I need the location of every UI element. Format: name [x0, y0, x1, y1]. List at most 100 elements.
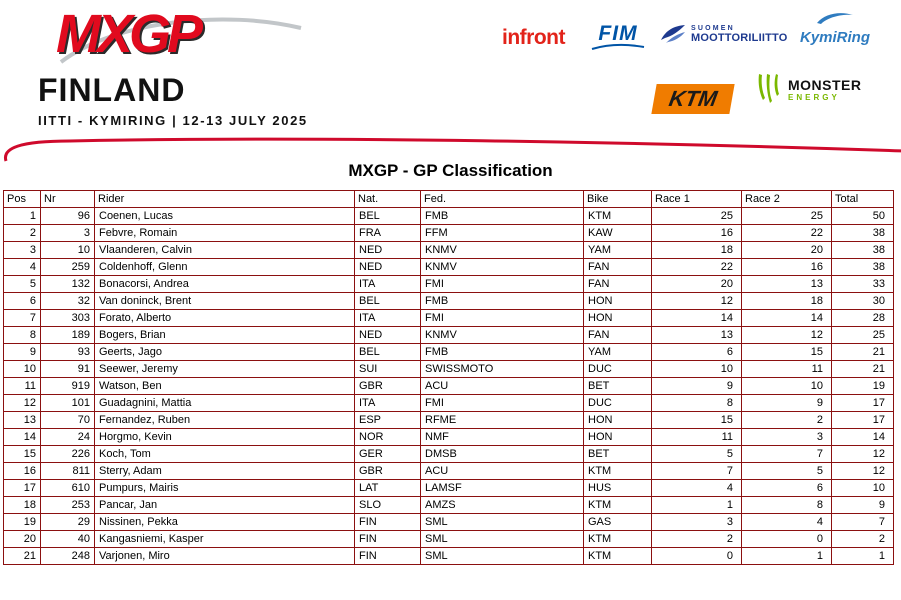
- table-row: 4 259 Coldenhoff, Glenn NED KNMV FAN 22 16 38: [3, 258, 894, 276]
- moottoriliitto-wing-icon: [661, 25, 685, 43]
- cell-race2: 8: [741, 496, 832, 514]
- cell-rider: Sterry, Adam: [94, 462, 355, 480]
- cell-total: 38: [831, 258, 894, 276]
- column-header-rider: Rider: [94, 190, 355, 208]
- column-header-fed: Fed.: [420, 190, 584, 208]
- cell-bike: KTM: [583, 207, 652, 225]
- cell-rider: Varjonen, Miro: [94, 547, 355, 565]
- event-name: FINLAND: [38, 72, 186, 108]
- cell-rider: Geerts, Jago: [94, 343, 355, 361]
- cell-bike: YAM: [583, 241, 652, 259]
- cell-race1: 0: [651, 547, 742, 565]
- table-row: 20 40 Kangasniemi, Kasper FIN SML KTM 2 0 2: [3, 530, 894, 548]
- cell-nr: 610: [40, 479, 95, 497]
- moottoriliitto-text: SUOMEN MOOTTORILIITTO: [691, 25, 788, 44]
- kymiring-logo-text: KymiRing: [799, 29, 870, 46]
- cell-fed: SML: [420, 530, 584, 548]
- cell-total: 10: [831, 479, 894, 497]
- cell-nr: 189: [40, 326, 95, 344]
- table-row: 5 132 Bonacorsi, Andrea ITA FMI FAN 20 13 33: [3, 275, 894, 293]
- mxgp-logo-swirl: [59, 17, 302, 64]
- column-header-race1: Race 1: [651, 190, 742, 208]
- cell-rider: Van doninck, Brent: [94, 292, 355, 310]
- cell-race1: 12: [651, 292, 742, 310]
- page-title: MXGP - GP Classification: [348, 161, 553, 180]
- cell-pos: 9: [3, 343, 41, 361]
- cell-pos: 1: [3, 207, 41, 225]
- table-row: 11 919 Watson, Ben GBR ACU BET 9 10 19: [3, 377, 894, 395]
- cell-bike: YAM: [583, 343, 652, 361]
- fim-logo-text: FIM: [598, 22, 638, 45]
- cell-race2: 13: [741, 275, 832, 293]
- cell-total: 38: [831, 241, 894, 259]
- cell-pos: 12: [3, 394, 41, 412]
- cell-nr: 10: [40, 241, 95, 259]
- cell-fed: FMB: [420, 343, 584, 361]
- table-row: 17 610 Pumpurs, Mairis LAT LAMSF HUS 4 6 10: [3, 479, 894, 497]
- cell-total: 9: [831, 496, 894, 514]
- cell-race2: 0: [741, 530, 832, 548]
- table-row: 15 226 Koch, Tom GER DMSB BET 5 7 12: [3, 445, 894, 463]
- cell-bike: HON: [583, 292, 652, 310]
- cell-race1: 22: [651, 258, 742, 276]
- cell-race1: 25: [651, 207, 742, 225]
- cell-race2: 11: [741, 360, 832, 378]
- ktm-logo: KTM: [651, 84, 735, 114]
- cell-bike: KTM: [583, 530, 652, 548]
- cell-total: 17: [831, 411, 894, 429]
- cell-total: 50: [831, 207, 894, 225]
- cell-pos: 10: [3, 360, 41, 378]
- table-row: 1 96 Coenen, Lucas BEL FMB KTM 25 25 50: [3, 207, 894, 225]
- cell-total: 12: [831, 445, 894, 463]
- cell-fed: ACU: [420, 377, 584, 395]
- table-header-row: Pos Nr Rider Nat. Fed. Bike Race 1 Race 2 Total: [3, 190, 894, 208]
- kymiring-logo: KymiRing: [797, 10, 873, 46]
- cell-rider: Watson, Ben: [94, 377, 355, 395]
- cell-pos: 5: [3, 275, 41, 293]
- cell-nat: ITA: [354, 309, 421, 327]
- kymiring-track-icon: [817, 13, 853, 24]
- cell-nr: 919: [40, 377, 95, 395]
- cell-pos: 11: [3, 377, 41, 395]
- cell-pos: 15: [3, 445, 41, 463]
- cell-race2: 10: [741, 377, 832, 395]
- cell-rider: Coenen, Lucas: [94, 207, 355, 225]
- cell-pos: 6: [3, 292, 41, 310]
- cell-race2: 1: [741, 547, 832, 565]
- cell-race1: 8: [651, 394, 742, 412]
- cell-fed: RFME: [420, 411, 584, 429]
- table-row: 2 3 Febvre, Romain FRA FFM KAW 16 22 38: [3, 224, 894, 242]
- cell-pos: 3: [3, 241, 41, 259]
- cell-bike: DUC: [583, 394, 652, 412]
- cell-bike: GAS: [583, 513, 652, 531]
- cell-race1: 14: [651, 309, 742, 327]
- cell-race1: 13: [651, 326, 742, 344]
- cell-nr: 132: [40, 275, 95, 293]
- monster-claw-icon: [758, 74, 779, 103]
- column-header-nat: Nat.: [354, 190, 421, 208]
- table-row: 10 91 Seewer, Jeremy SUI SWISSMOTO DUC 10 11 21: [3, 360, 894, 378]
- table-row: 3 10 Vlaanderen, Calvin NED KNMV YAM 18 20 38: [3, 241, 894, 259]
- cell-pos: 17: [3, 479, 41, 497]
- cell-bike: KTM: [583, 496, 652, 514]
- cell-nr: 3: [40, 224, 95, 242]
- cell-nr: 101: [40, 394, 95, 412]
- cell-fed: FMI: [420, 309, 584, 327]
- cell-pos: 7: [3, 309, 41, 327]
- event-details: IITTI - KYMIRING | 12-13 JULY 2025: [38, 113, 308, 128]
- cell-race1: 6: [651, 343, 742, 361]
- cell-rider: Vlaanderen, Calvin: [94, 241, 355, 259]
- cell-bike: BET: [583, 445, 652, 463]
- cell-nat: SLO: [354, 496, 421, 514]
- moottoriliitto-line2: MOOTTORILIITTO: [691, 31, 788, 44]
- cell-fed: KNMV: [420, 258, 584, 276]
- cell-race1: 5: [651, 445, 742, 463]
- mxgp-series-logo: MXGP: [56, 0, 306, 72]
- cell-nr: 91: [40, 360, 95, 378]
- cell-total: 21: [831, 360, 894, 378]
- cell-bike: BET: [583, 377, 652, 395]
- suomen-moottoriliitto-logo: SUOMEN MOOTTORILIITTO: [660, 24, 788, 44]
- cell-total: 7: [831, 513, 894, 531]
- fim-swoosh-icon: [591, 43, 645, 50]
